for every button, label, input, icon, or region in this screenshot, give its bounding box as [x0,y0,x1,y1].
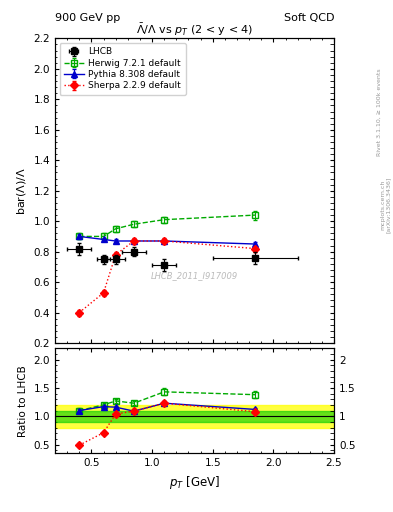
Title: $\bar{\Lambda}/\Lambda$ vs $p_{T}$ (2 < y < 4): $\bar{\Lambda}/\Lambda$ vs $p_{T}$ (2 < … [136,22,253,38]
Bar [55,405,334,428]
Text: LHCB_2011_I917009: LHCB_2011_I917009 [151,271,238,281]
Text: Soft QCD: Soft QCD [284,13,334,23]
Y-axis label: Ratio to LHCB: Ratio to LHCB [18,365,28,437]
Text: [arXiv:1306.3436]: [arXiv:1306.3436] [386,177,391,233]
X-axis label: $p_{T}$ [GeV]: $p_{T}$ [GeV] [169,474,220,490]
Text: Rivet 3.1.10, ≥ 100k events: Rivet 3.1.10, ≥ 100k events [377,69,382,157]
Text: mcplots.cern.ch: mcplots.cern.ch [381,180,386,230]
Legend: LHCB, Herwig 7.2.1 default, Pythia 8.308 default, Sherpa 2.2.9 default: LHCB, Herwig 7.2.1 default, Pythia 8.308… [59,43,185,95]
Text: 900 GeV pp: 900 GeV pp [55,13,120,23]
Bar [55,411,334,422]
Y-axis label: bar($\Lambda$)/$\Lambda$: bar($\Lambda$)/$\Lambda$ [15,167,28,215]
